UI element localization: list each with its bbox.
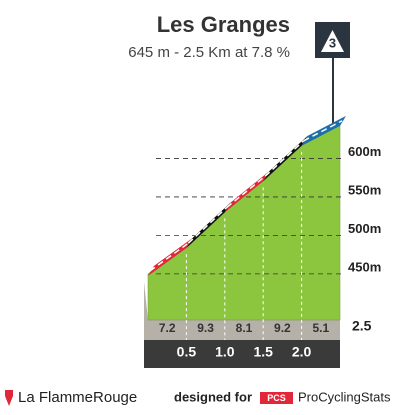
x-tick-label: 2.0 — [292, 344, 312, 360]
y-tick-label: 550m — [348, 182, 381, 197]
road-center — [187, 206, 228, 244]
pcs-badge — [260, 392, 293, 404]
road-center — [226, 175, 266, 208]
gradient-label: 8.1 — [236, 321, 253, 335]
distance-band — [144, 340, 340, 368]
x-tick-label: 0.5 — [177, 344, 197, 360]
road-center — [149, 242, 189, 272]
chart-subtitle: 645 m - 2.5 Km at 7.8 % — [128, 44, 290, 61]
x-tick-label: 1.5 — [253, 344, 273, 360]
road-center — [303, 120, 343, 142]
brand-icon — [5, 390, 13, 406]
designed-for: designed for — [174, 389, 252, 404]
front-face — [144, 281, 340, 340]
category-label: 3 — [329, 35, 336, 50]
gradient-label: 7.2 — [159, 321, 176, 335]
gradient-label: 9.3 — [197, 321, 214, 335]
profile-area — [147, 123, 341, 321]
gradient-label: 5.1 — [312, 321, 329, 335]
site-name: ProCyclingStats — [298, 389, 391, 404]
x-tick-label: 2.5 — [352, 318, 372, 334]
plot: 450m 500m 550m 600m 0.5 1.0 1.5 2.0 2.5 7.2 9.3 8.1… — [144, 115, 381, 368]
brand: La FlammeRouge — [18, 389, 137, 406]
chart-title: Les Granges — [157, 12, 290, 37]
gradient-label: 9.2 — [274, 321, 291, 335]
badge-triangle — [321, 30, 344, 52]
pcs-label: PCS — [267, 393, 286, 403]
road-center — [264, 140, 305, 177]
y-tick-label: 450m — [348, 259, 381, 274]
x-tick-label: 1.0 — [215, 344, 235, 360]
y-tick-label: 500m — [348, 221, 381, 236]
y-tick-label: 600m — [348, 144, 381, 159]
